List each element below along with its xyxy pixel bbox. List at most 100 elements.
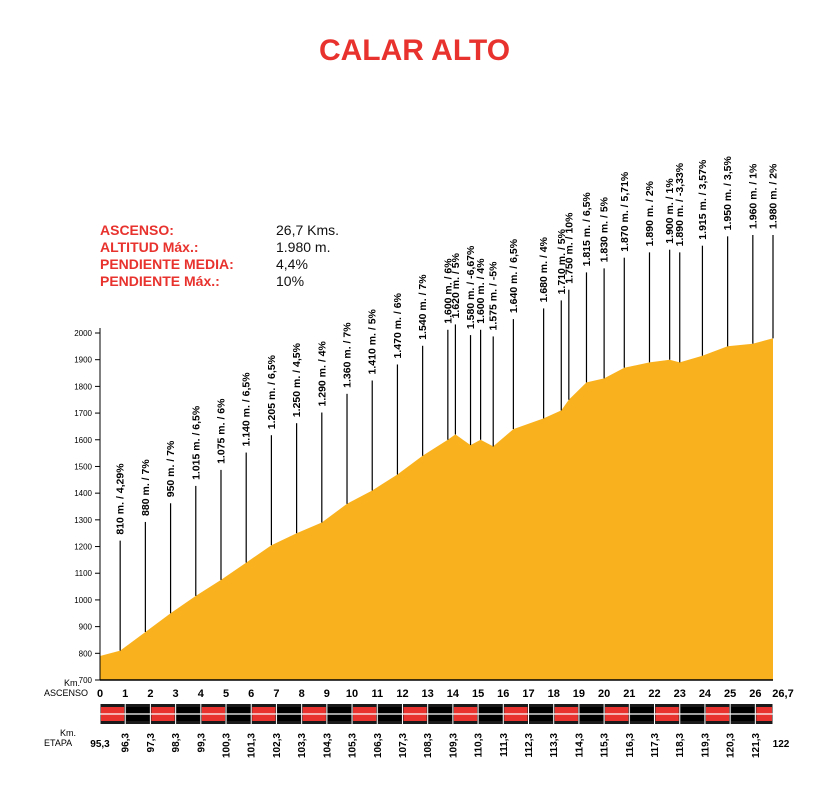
y-tick-label: 1200 — [74, 543, 92, 552]
annotation-label: 1.710 m. / 5% — [556, 228, 568, 294]
annotation-label: 1.540 m. / 7% — [417, 274, 429, 340]
stat-row-pendiente-max: PENDIENTE Máx.: 10% — [100, 273, 339, 290]
etapa-label: 118,3 — [675, 733, 686, 758]
x-tick-label: 2 — [147, 688, 153, 700]
annotation-label: 1.890 m. / 2% — [644, 180, 656, 246]
x-tick-label: 9 — [324, 688, 330, 700]
x-axis-label-etapa: Km. ETAPA — [44, 728, 76, 748]
y-tick-label: 1300 — [74, 516, 92, 525]
stat-row-altitud: ALTITUD Máx.: 1.980 m. — [100, 239, 339, 256]
etapa-label: 112,3 — [524, 733, 535, 758]
stat-row-ascenso: ASCENSO: 26,7 Kms. — [100, 222, 339, 239]
etapa-label: 113,3 — [549, 733, 560, 758]
x-tick-label: 23 — [674, 688, 686, 700]
x-tick-label: 18 — [548, 688, 560, 700]
annotation-label: 1.575 m. / -5% — [488, 261, 500, 331]
etapa-label: 105,3 — [348, 733, 359, 758]
x-tick-label: 8 — [299, 688, 305, 700]
stat-label: ASCENSO: — [100, 222, 174, 238]
annotation-label: 1.950 m. / 3,5% — [722, 156, 734, 231]
x-tick-label: 5 — [223, 688, 229, 700]
x-tick-label: 3 — [173, 688, 179, 700]
x-tick-label: 16 — [497, 688, 509, 700]
etapa-label: 100,3 — [222, 733, 233, 758]
annotation-label: 1.815 m. / 6,5% — [581, 192, 593, 267]
etapa-label: 114,3 — [574, 733, 585, 758]
etapa-label: 116,3 — [625, 733, 636, 758]
annotation-label: 1.580 m. / -6,67% — [465, 245, 477, 329]
etapa-label: 117,3 — [650, 733, 661, 758]
annotation-label: 950 m. / 7% — [165, 440, 177, 497]
annotation-label: 1.600 m. / 4% — [475, 258, 487, 324]
annotation-label: 1.140 m. / 6,5% — [241, 372, 253, 447]
stats-panel: ASCENSO: 26,7 Kms. ALTITUD Máx.: 1.980 m… — [100, 222, 339, 290]
annotation-label: 1.870 m. / 5,71% — [619, 171, 631, 252]
etapa-label: 95,3 — [90, 739, 110, 750]
x-tick-label: 17 — [522, 688, 534, 700]
y-tick-label: 1800 — [74, 382, 92, 391]
etapa-label: 120,3 — [726, 733, 737, 758]
stat-label: PENDIENTE MEDIA: — [100, 256, 234, 272]
etapa-label: 109,3 — [448, 733, 459, 758]
x-tick-label: 26,7 — [772, 688, 793, 700]
etapa-label: 104,3 — [322, 733, 333, 758]
y-tick-label: 900 — [79, 623, 93, 632]
etapa-label: 108,3 — [423, 733, 434, 758]
y-tick-label: 800 — [79, 649, 93, 658]
annotation-label: 1.900 m. / 1% — [664, 178, 676, 244]
y-tick-label: 1100 — [75, 569, 93, 578]
etapa-label: 106,3 — [373, 733, 384, 758]
etapa-label: 115,3 — [600, 733, 611, 758]
etapa-label: 101,3 — [247, 733, 258, 758]
y-tick-label: 1900 — [74, 356, 92, 365]
annotation-label: 1.915 m. / 3,57% — [697, 159, 709, 240]
x-tick-label: 25 — [724, 688, 736, 700]
x-tick-label: 22 — [648, 688, 660, 700]
stat-value: 4,4% — [276, 256, 308, 272]
x-tick-label: 1 — [122, 688, 128, 700]
etapa-label: 122 — [773, 739, 790, 750]
y-tick-label: 1700 — [74, 409, 92, 418]
annotation-label: 880 m. / 7% — [140, 459, 152, 516]
annotation-label: 1.075 m. / 6% — [215, 398, 227, 464]
annotation-label: 1.680 m. / 4% — [538, 236, 550, 302]
y-tick-label: 1500 — [74, 462, 92, 471]
x-tick-label: 10 — [346, 688, 358, 700]
x-tick-label: 15 — [472, 688, 484, 700]
annotation-label: 1.250 m. / 4,5% — [291, 342, 303, 417]
annotation-label: 810 m. / 4,29% — [115, 463, 127, 535]
annotation-label: 1.750 m. / 10% — [563, 212, 575, 284]
annotation-label: 1.980 m. / 2% — [768, 163, 780, 229]
y-tick-label: 2000 — [74, 329, 92, 338]
x-tick-label: 13 — [422, 688, 434, 700]
y-tick-label: 1400 — [74, 489, 92, 498]
etapa-label: 102,3 — [272, 733, 283, 758]
annotation-label: 1.640 m. / 6,5% — [508, 238, 520, 313]
x-tick-label: 12 — [396, 688, 408, 700]
annotation-label: 1.290 m. / 4% — [316, 340, 328, 406]
etapa-label: 96,3 — [121, 733, 132, 753]
stat-value: 10% — [276, 273, 305, 289]
annotation-label: 1.600 m. / 6% — [442, 258, 454, 324]
etapa-label: 98,3 — [171, 733, 182, 753]
x-tick-label: 21 — [623, 688, 635, 700]
annotation-label: 1.960 m. / 1% — [747, 163, 759, 229]
x-tick-label: 26 — [749, 688, 761, 700]
etapa-label: 97,3 — [146, 733, 157, 753]
annotation-label: 1.830 m. / 5% — [599, 196, 611, 262]
x-tick-label: 11 — [371, 688, 383, 700]
x-tick-label: 6 — [248, 688, 254, 700]
etapa-label: 103,3 — [297, 733, 308, 758]
stat-row-pendiente-media: PENDIENTE MEDIA: 4,4% — [100, 256, 339, 273]
x-tick-label: 14 — [447, 688, 460, 700]
etapa-label: 111,3 — [499, 733, 510, 757]
annotation-label: 1.890 m. / -3,33% — [674, 162, 686, 246]
annotation-label: 1.015 m. / 6,5% — [190, 405, 202, 480]
etapa-label: 107,3 — [398, 733, 409, 758]
x-tick-label: 20 — [598, 688, 610, 700]
x-tick-label: 24 — [699, 688, 712, 700]
x-axis-label-ascenso: Km. ASCENSO — [44, 678, 88, 698]
chart-title: CALAR ALTO — [318, 34, 511, 67]
stat-value: 1.980 m. — [276, 239, 331, 255]
